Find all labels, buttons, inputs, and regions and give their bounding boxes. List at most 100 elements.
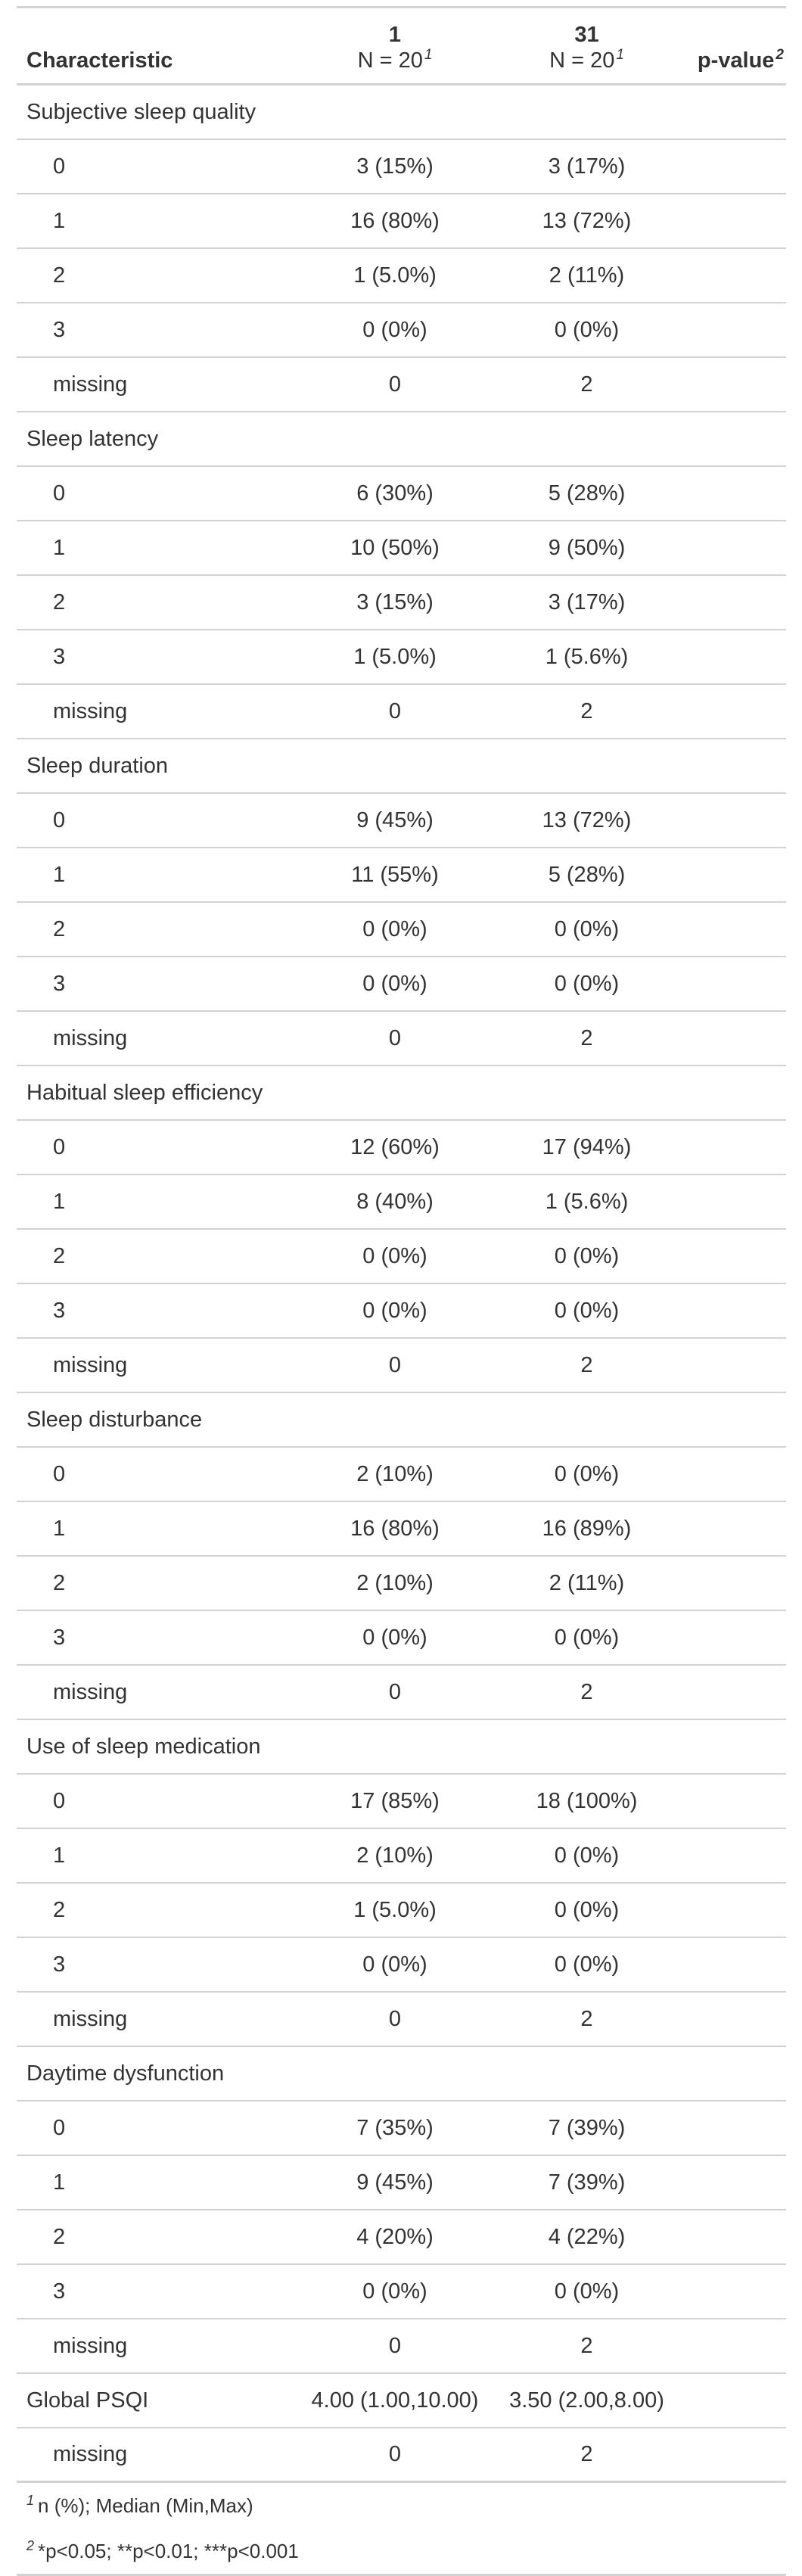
group-1-value: 0 (0%): [293, 2263, 497, 2319]
level-label: missing: [17, 356, 293, 412]
group-1-value: 0 (0%): [293, 1282, 497, 1338]
group-2-value: 2 (11%): [497, 247, 676, 303]
group-2-value: 0 (0%): [497, 1881, 676, 1937]
group-1-value: 0 (0%): [293, 1227, 497, 1283]
footnote-row: 2 *p<0.05; **p<0.01; ***p<0.001: [17, 2528, 786, 2576]
section-label: Use of sleep medication: [17, 1718, 786, 1774]
pvalue-cell: [676, 2372, 786, 2428]
pvalue-cell: [676, 1010, 786, 1066]
pvalue-cell: [676, 1827, 786, 1883]
group-1-value: 1 (5.0%): [293, 1881, 497, 1937]
pvalue-cell: [676, 1336, 786, 1392]
group-1-value: 2 (10%): [293, 1827, 497, 1883]
level-label: 2: [17, 247, 293, 303]
group-2-value: 5 (28%): [497, 465, 676, 521]
group-2-value: 2: [497, 1010, 676, 1066]
footnote-1-mark: 1: [26, 2493, 35, 2509]
group-2-name: 31: [574, 23, 599, 47]
group-1-value: 0: [293, 683, 497, 739]
table-header: Characteristic 1 N = 20 1 31 N = 20 1 p-va…: [17, 6, 786, 86]
section-header-row: Use of sleep medication: [17, 1718, 786, 1774]
group-2-value: 0 (0%): [497, 301, 676, 357]
section-header-row: Sleep latency: [17, 410, 786, 466]
pvalue-label: p-value: [697, 48, 775, 73]
group-1-value: 3 (15%): [293, 138, 497, 194]
group-2-value: 2: [497, 2426, 676, 2483]
group-2-value: 1 (5.6%): [497, 628, 676, 684]
level-row: missing 0 2: [17, 2317, 786, 2373]
group-1-value: 4 (20%): [293, 2208, 497, 2264]
group-2-value: 2: [497, 356, 676, 412]
group-2-value: 0 (0%): [497, 1827, 676, 1883]
group-1-value: 16 (80%): [293, 192, 497, 248]
variable-label: Global PSQI: [17, 2372, 293, 2428]
header-row: Characteristic 1 N = 20 1 31 N = 20 1 p-va…: [17, 6, 786, 86]
level-label: 2: [17, 1881, 293, 1937]
group-2-value: 0 (0%): [497, 2263, 676, 2319]
level-row: missing 0 2: [17, 1990, 786, 2046]
level-row: missing 0 2: [17, 356, 786, 412]
section-label: Sleep latency: [17, 410, 786, 466]
pvalue-cell: [676, 846, 786, 902]
group-1-value: 1 (5.0%): [293, 247, 497, 303]
level-label: 3: [17, 955, 293, 1011]
level-label: 1: [17, 192, 293, 248]
level-row: 1 11 (55%) 5 (28%): [17, 846, 786, 902]
group-2-value: 0 (0%): [497, 1936, 676, 1992]
group-1-value: 17 (85%): [293, 1772, 497, 1828]
level-label: 2: [17, 1554, 293, 1610]
header-characteristic: Characteristic: [17, 6, 293, 86]
pvalue-cell: [676, 465, 786, 521]
pvalue-cell: [676, 2154, 786, 2210]
pvalue-cell: [676, 683, 786, 739]
group-2-value: 0 (0%): [497, 955, 676, 1011]
level-label: 1: [17, 1173, 293, 1229]
level-label: 0: [17, 1118, 293, 1174]
group-2-value: 7 (39%): [497, 2099, 676, 2155]
section-header-row: Daytime dysfunction: [17, 2045, 786, 2101]
pvalue-cell: [676, 519, 786, 575]
section-label: Sleep disturbance: [17, 1391, 786, 1447]
level-label: 1: [17, 1827, 293, 1883]
level-label: 1: [17, 1500, 293, 1556]
pvalue-cell: [676, 628, 786, 684]
pvalue-cell: [676, 1609, 786, 1665]
group-1-value: 0: [293, 2426, 497, 2483]
pvalue-cell: [676, 901, 786, 957]
level-label: missing: [17, 683, 293, 739]
pvalue-cell: [676, 1118, 786, 1174]
footnote-mark-1: 1: [616, 47, 624, 64]
group-2-value: 16 (89%): [497, 1500, 676, 1556]
group-2-value: 0 (0%): [497, 1227, 676, 1283]
header-group-1: 1 N = 20 1: [293, 6, 497, 86]
group-1-value: 4.00 (1.00,10.00): [293, 2372, 497, 2428]
group-2-value: 9 (50%): [497, 519, 676, 575]
footnote-1-text: n (%); Median (Min,Max): [38, 2494, 253, 2517]
table-body: Subjective sleep quality 0 3 (15%) 3 (17%) 1…: [17, 83, 786, 2483]
pvalue-cell: [676, 192, 786, 248]
level-label: 1: [17, 846, 293, 902]
level-label: 3: [17, 1609, 293, 1665]
level-label: 0: [17, 2099, 293, 2155]
level-label: missing: [17, 1010, 293, 1066]
group-1-value: 0 (0%): [293, 301, 497, 357]
group-1-value: 0: [293, 1663, 497, 1719]
pvalue-cell: [676, 1227, 786, 1283]
pvalue-cell: [676, 2099, 786, 2155]
group-1-value: 0: [293, 356, 497, 412]
